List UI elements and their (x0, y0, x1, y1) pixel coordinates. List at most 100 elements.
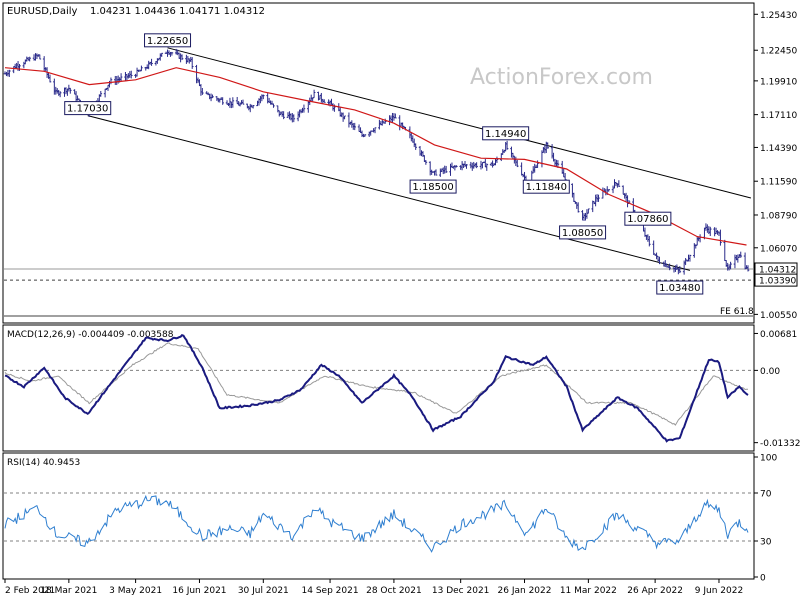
price-bar (746, 265, 750, 272)
price-bar (607, 189, 610, 192)
price-bar (201, 88, 204, 95)
price-bar (668, 263, 671, 271)
rsi-line (4, 494, 749, 553)
rsi-tick-label: 70 (760, 490, 772, 500)
price-bar (739, 251, 743, 258)
rsi-tick-label: 0 (760, 574, 766, 584)
price-bar (678, 266, 682, 274)
price-bar (536, 160, 539, 168)
price-bar (648, 236, 651, 247)
price-bar (221, 97, 224, 105)
price-bar (251, 104, 255, 109)
price-bar (18, 63, 21, 71)
price-bar (515, 159, 519, 168)
date-tick-label: 26 Jan 2022 (498, 586, 552, 596)
swing-labels: 1.22650 1.17030 1.18500 1.14940 1.11840 1.080… (64, 33, 704, 295)
support-price-box-bg (754, 273, 798, 287)
price-bar (414, 143, 417, 150)
price-bar (190, 57, 194, 69)
price-bar (211, 94, 214, 99)
macd-tick-label: -0.013329 (760, 439, 800, 449)
price-channel (87, 47, 752, 271)
price-bar (231, 97, 235, 108)
price-bar (729, 261, 732, 270)
price-bar (363, 134, 367, 137)
signal-line (4, 342, 749, 426)
price-bar (292, 114, 296, 123)
price-axis: 1.25430 1.22450 1.19910 1.17110 1.14390 1.115… (754, 11, 798, 321)
swing-label-box (522, 179, 570, 194)
price-tick-label: 1.19910 (760, 77, 797, 87)
price-bar (58, 91, 62, 98)
price-bar (505, 140, 509, 150)
swing-label-text: 1.07860 (627, 214, 668, 225)
swing-label-box (482, 126, 530, 141)
swing-label: 1.17030 (64, 101, 112, 116)
price-bar (119, 73, 123, 82)
date-tick-label: 16 Jun 2021 (172, 586, 226, 596)
price-bar (455, 165, 458, 168)
price-bar (312, 89, 316, 99)
price-bar (69, 87, 72, 94)
price-bar (394, 113, 397, 119)
support-price-box: 1.03390 (754, 273, 798, 287)
swing-label-box (64, 101, 112, 116)
macd-title: MACD(12,26,9) -0.004409 -0.003588 (7, 330, 174, 340)
swing-label-text: 1.22650 (147, 36, 188, 47)
price-bar (383, 118, 387, 124)
last-price-box-text: 1.04312 (759, 265, 796, 275)
price-bar (99, 90, 103, 97)
rsi-levels (4, 492, 753, 542)
price-tick-label: 1.22450 (760, 47, 797, 57)
rsi-tick-label: 30 (760, 538, 772, 548)
price-tick-label: 1.08790 (760, 211, 797, 221)
price-bar (708, 226, 712, 237)
swing-label-text: 1.08050 (562, 228, 603, 239)
support-price-box-text: 1.03390 (759, 277, 796, 287)
price-bar (485, 163, 489, 171)
price-reference-lines (4, 268, 753, 317)
price-bar (576, 202, 580, 213)
price-bar (322, 99, 326, 103)
price-symbol: EURUSD,Daily (7, 6, 78, 17)
price-bar (150, 58, 153, 66)
swing-label-box (409, 179, 457, 194)
swing-label-text: 1.17030 (67, 104, 108, 115)
price-bar (8, 69, 11, 77)
price-bar (160, 52, 164, 57)
price-bar (140, 65, 143, 72)
macd-panel (2, 324, 755, 452)
price-bar (587, 208, 590, 214)
price-bar (170, 51, 174, 56)
price-bar (262, 94, 265, 100)
price-bar (465, 164, 468, 169)
swing-label-text: 1.18500 (412, 182, 453, 193)
swing-label-box (559, 225, 607, 240)
rsi-axis: 100 70 30 0 (754, 454, 777, 584)
swing-label: 1.14940 (482, 126, 530, 141)
date-tick-label: 26 Apr 2022 (627, 586, 683, 596)
price-bar (444, 165, 448, 173)
swing-label: 1.03480 (656, 280, 704, 295)
swing-label: 1.18500 (409, 179, 457, 194)
swing-label: 1.22650 (144, 33, 192, 48)
price-bar (302, 104, 306, 113)
date-tick-label: 3 May 2021 (109, 586, 162, 596)
price-bar (38, 54, 42, 60)
macd-tick-label: 0.00681 (760, 330, 797, 340)
date-tick-label: 11 Mar 2022 (560, 586, 617, 596)
moving-average (4, 67, 747, 246)
price-bar (597, 194, 600, 202)
price-bar (353, 122, 357, 131)
price-bar (28, 56, 31, 62)
channel-upper-line (167, 47, 752, 199)
price-panel (2, 2, 755, 324)
price-tick-label: 1.06070 (760, 244, 797, 254)
price-bar (546, 142, 550, 149)
price-bar (282, 111, 285, 120)
rsi-title: RSI(14) 40.9453 (7, 458, 80, 468)
watermark: ActionForex.com (470, 65, 653, 90)
price-bar (688, 254, 692, 262)
